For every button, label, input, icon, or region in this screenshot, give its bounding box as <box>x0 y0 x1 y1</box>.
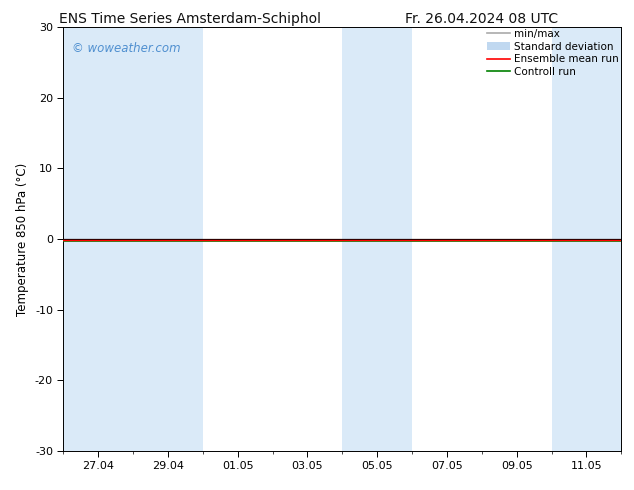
Bar <box>63 27 133 451</box>
Bar <box>133 27 203 451</box>
Bar <box>342 27 412 451</box>
Bar <box>552 27 621 451</box>
Legend: min/max, Standard deviation, Ensemble mean run, Controll run: min/max, Standard deviation, Ensemble me… <box>488 29 619 77</box>
Text: © woweather.com: © woweather.com <box>72 42 181 55</box>
Text: ENS Time Series Amsterdam-Schiphol: ENS Time Series Amsterdam-Schiphol <box>59 12 321 26</box>
Y-axis label: Temperature 850 hPa (°C): Temperature 850 hPa (°C) <box>16 162 29 316</box>
Text: Fr. 26.04.2024 08 UTC: Fr. 26.04.2024 08 UTC <box>405 12 559 26</box>
